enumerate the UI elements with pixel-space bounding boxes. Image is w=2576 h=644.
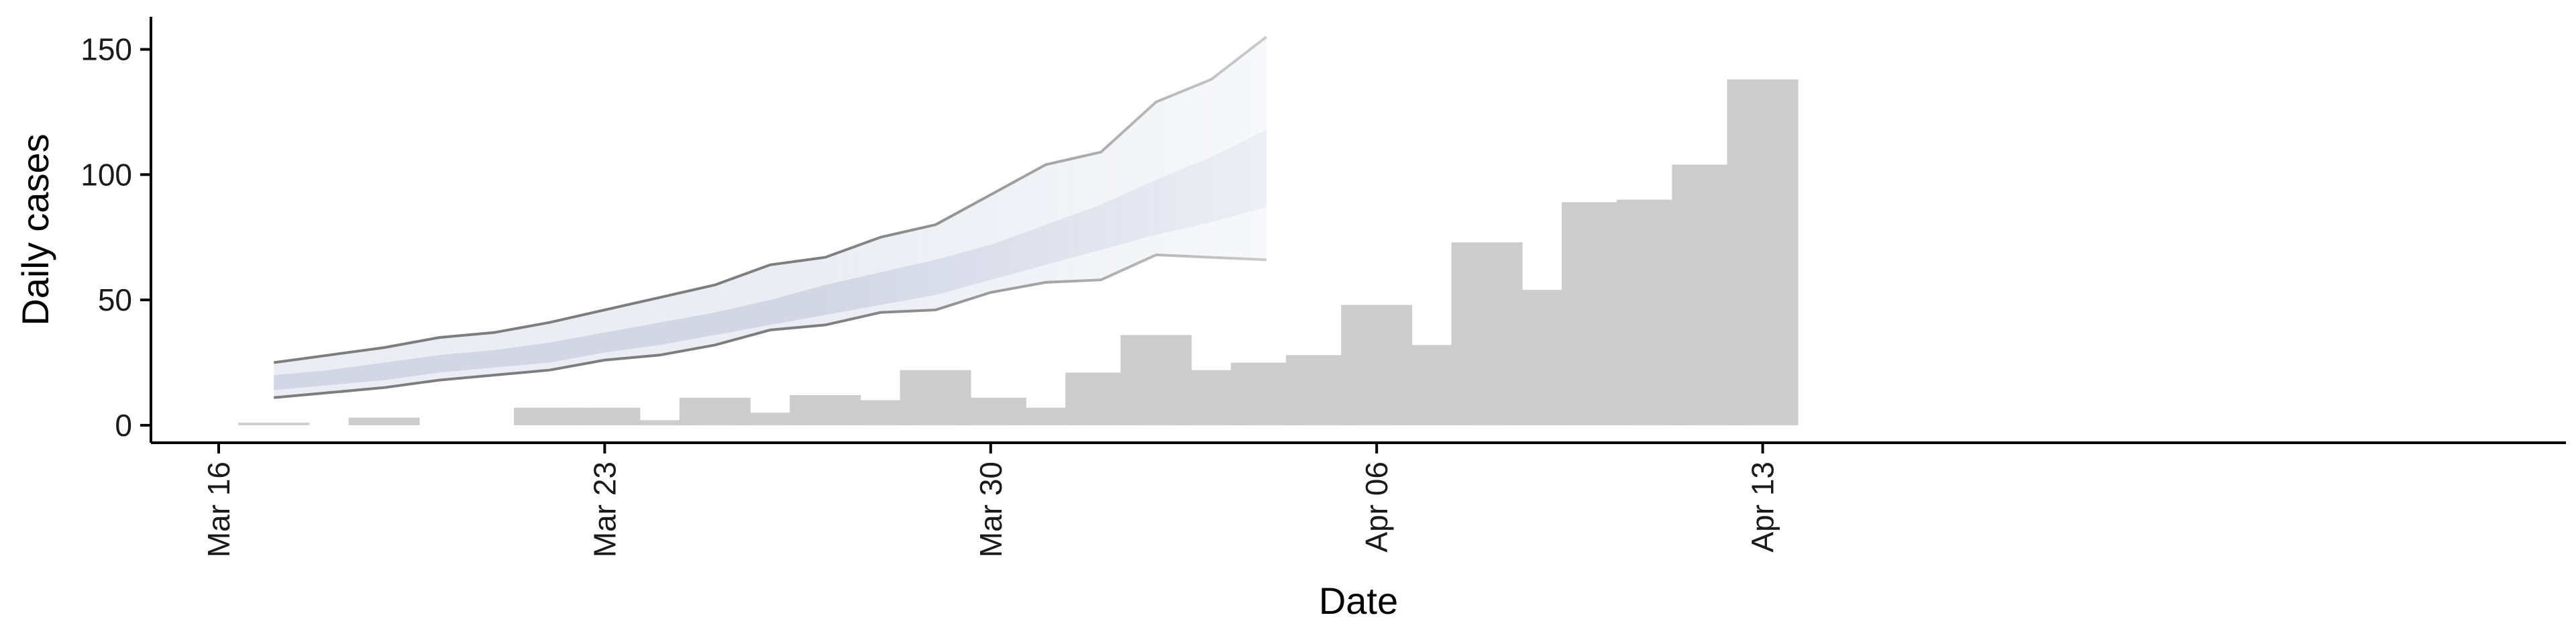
x-tick-label: Mar 30: [973, 462, 1008, 557]
forecast-inner-band: [274, 129, 1267, 390]
forecast-layer: [273, 36, 1268, 399]
y-axis-ticks: 0 50 100 150: [80, 32, 151, 443]
x-axis-ticks: Mar 16 Mar 23 Mar 30 Apr 06 Apr 13: [201, 443, 1780, 557]
x-tick-label: Apr 13: [1746, 462, 1780, 553]
forecast-lower-line: [274, 253, 1267, 399]
y-tick-label: 0: [115, 408, 132, 443]
bar: [1727, 79, 1799, 425]
x-tick-label: Mar 23: [587, 462, 622, 557]
x-tick-label: Mar 16: [201, 462, 236, 557]
bar: [624, 420, 696, 425]
x-axis-title: Date: [1319, 580, 1398, 622]
bar: [735, 413, 806, 425]
y-tick-label: 100: [80, 157, 132, 192]
bar: [238, 423, 310, 425]
y-axis-title: Daily cases: [14, 133, 56, 325]
y-tick-label: 50: [98, 282, 132, 317]
bars-layer: [238, 79, 1799, 425]
bar: [348, 417, 420, 425]
forecast-upper-line: [273, 36, 1268, 364]
x-tick-label: Apr 06: [1359, 462, 1394, 553]
axes-layer: [150, 17, 2566, 444]
y-tick-label: 150: [80, 32, 132, 67]
